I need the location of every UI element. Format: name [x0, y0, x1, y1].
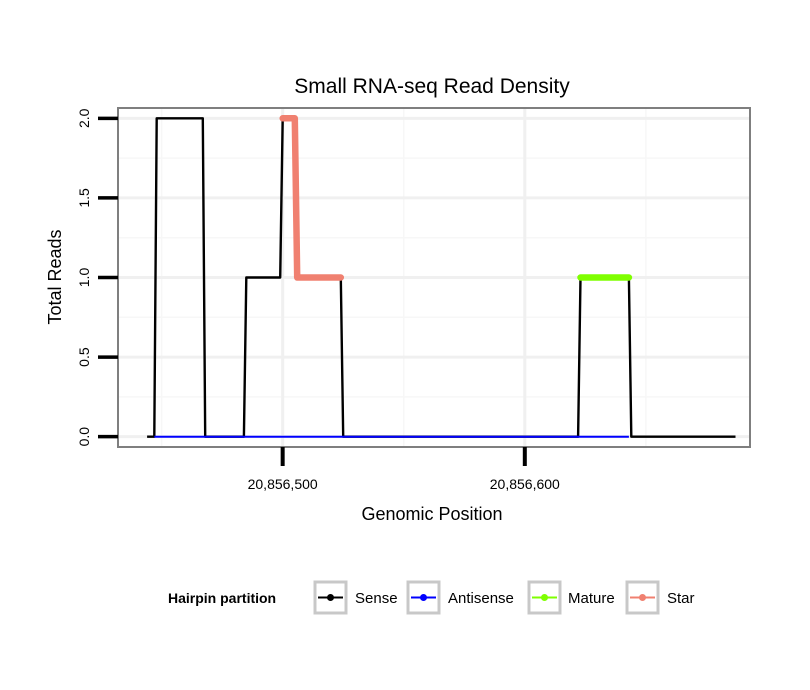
grid-lines	[118, 108, 750, 447]
y-axis: 0.0 0.5 1.0 1.5 2.0	[76, 108, 118, 446]
series-line-star	[279, 115, 345, 281]
y-tick-label: 0.5	[76, 347, 92, 367]
legend-title: Hairpin partition	[168, 590, 276, 606]
data-lines	[147, 115, 736, 438]
x-tick-label: 20,856,600	[490, 476, 560, 492]
x-axis: 20,856,500 20,856,600	[248, 447, 560, 492]
legend-label: Star	[667, 590, 695, 607]
legend-key-point	[639, 594, 646, 601]
legend-key-box	[527, 580, 562, 615]
legend-label: Antisense	[448, 590, 514, 607]
y-tick-label: 0.0	[76, 427, 92, 447]
y-tick-label: 1.0	[76, 268, 92, 288]
y-axis-title: Total Reads	[45, 229, 65, 324]
x-axis-title: Genomic Position	[361, 504, 502, 524]
legend-label: Mature	[568, 590, 615, 607]
legend-key-point	[420, 594, 427, 601]
legend-label: Sense	[355, 590, 398, 607]
chart-title: Small RNA-seq Read Density	[294, 75, 570, 98]
legend-keys: Sense Antisense Mature Star	[313, 580, 695, 615]
y-tick-label: 2.0	[76, 108, 92, 128]
legend-key-point	[327, 594, 334, 601]
x-tick-label: 20,856,500	[248, 476, 318, 492]
legend: Hairpin partition Sense Antisense Mature St…	[168, 580, 695, 615]
legend-key-point	[541, 594, 548, 601]
plot-panel	[117, 107, 751, 448]
y-tick-label: 1.5	[76, 188, 92, 208]
